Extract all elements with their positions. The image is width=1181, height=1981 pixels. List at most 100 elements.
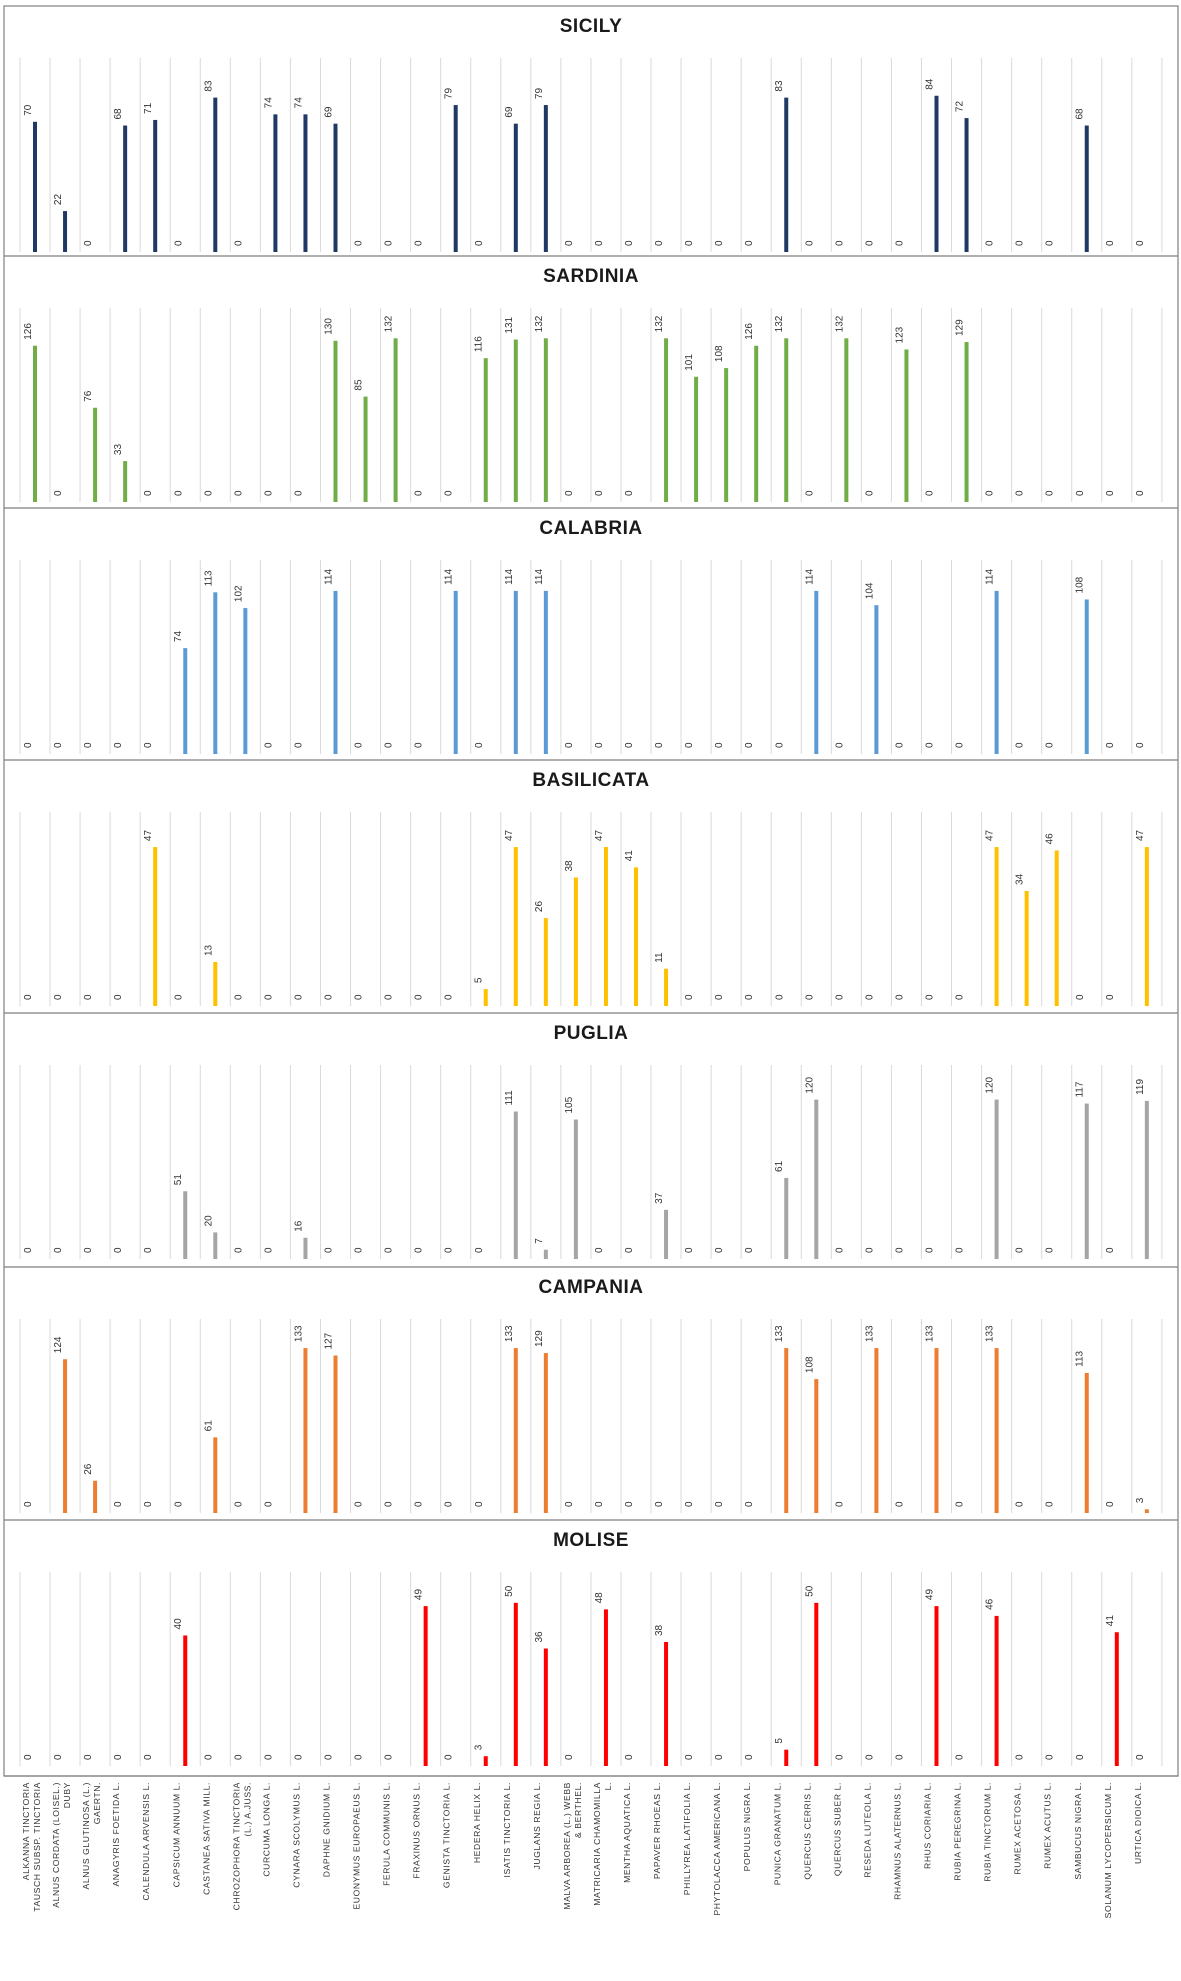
bar-molise-21 xyxy=(664,1642,669,1766)
bar-molise-15 xyxy=(483,1756,488,1766)
bar-sicily-25 xyxy=(784,97,789,253)
category-label-18-line2: & BERTHEL. xyxy=(573,1782,583,1838)
value-label-basilicata-27: 0 xyxy=(834,994,845,1000)
value-label-calabria-34: 0 xyxy=(1045,742,1056,748)
value-label-campania-35: 113 xyxy=(1075,1350,1086,1366)
category-label-4: CALENDULA ARVENSIS L. xyxy=(141,1782,151,1900)
category-label-19-line2: L. xyxy=(603,1782,613,1790)
value-label-molise-37: 0 xyxy=(1135,1754,1146,1760)
bar-basilicata-16 xyxy=(513,847,518,1006)
bar-campania-17 xyxy=(543,1353,548,1513)
category-label-6: CASTANEA SATIVA MILL. xyxy=(201,1782,211,1895)
value-label-calabria-36: 0 xyxy=(1105,742,1116,748)
value-label-sicily-29: 0 xyxy=(894,240,905,246)
value-label-molise-22: 0 xyxy=(684,1754,695,1760)
value-label-basilicata-37: 47 xyxy=(1135,829,1146,841)
value-label-sicily-5: 0 xyxy=(173,240,184,246)
value-label-calabria-11: 0 xyxy=(354,742,365,748)
value-label-sicily-4: 71 xyxy=(143,102,154,114)
bar-basilicata-19 xyxy=(603,847,608,1006)
value-label-sardinia-3: 33 xyxy=(113,444,124,456)
bar-campania-37 xyxy=(1144,1509,1149,1513)
bar-sardinia-12 xyxy=(393,338,398,502)
value-label-puglia-17: 7 xyxy=(534,1238,545,1244)
bar-puglia-37 xyxy=(1144,1100,1149,1259)
value-label-puglia-8: 0 xyxy=(263,1247,274,1253)
value-label-molise-13: 49 xyxy=(414,1589,425,1601)
bar-puglia-6 xyxy=(213,1232,218,1259)
category-label-22: PHILLYREA LATIFOLIA L. xyxy=(682,1782,692,1895)
value-label-campania-0: 0 xyxy=(23,1501,34,1507)
value-label-molise-2: 0 xyxy=(83,1754,94,1760)
value-label-sicily-27: 0 xyxy=(834,240,845,246)
value-label-puglia-12: 0 xyxy=(384,1247,395,1253)
value-label-sicily-37: 0 xyxy=(1135,240,1146,246)
bar-sardinia-24 xyxy=(754,345,759,502)
category-label-2: ALNUS GLUTINOSA (L.) xyxy=(81,1782,91,1890)
value-label-calabria-23: 0 xyxy=(714,742,725,748)
value-label-sardinia-21: 132 xyxy=(654,315,665,332)
value-label-campania-11: 0 xyxy=(354,1501,365,1507)
value-label-sardinia-14: 0 xyxy=(444,490,455,496)
value-label-sardinia-16: 131 xyxy=(504,316,515,333)
panel-title-basilicata: BASILICATA xyxy=(532,770,649,791)
value-label-sardinia-18: 0 xyxy=(564,490,575,496)
value-label-molise-31: 0 xyxy=(955,1754,966,1760)
value-label-campania-14: 0 xyxy=(444,1501,455,1507)
value-label-basilicata-23: 0 xyxy=(714,994,725,1000)
value-label-molise-15: 3 xyxy=(474,1744,485,1750)
value-label-campania-18: 0 xyxy=(564,1501,575,1507)
bar-sicily-9 xyxy=(303,114,308,252)
value-label-molise-27: 0 xyxy=(834,1754,845,1760)
value-label-calabria-7: 102 xyxy=(233,585,244,602)
value-label-sicily-26: 0 xyxy=(804,240,815,246)
value-label-puglia-3: 0 xyxy=(113,1247,124,1253)
bar-sardinia-11 xyxy=(363,396,368,502)
category-label-27: QUERCUS SUBER L. xyxy=(832,1782,842,1876)
category-label-13: FRAXINUS ORNUS L. xyxy=(412,1782,422,1879)
value-label-calabria-21: 0 xyxy=(654,742,665,748)
value-label-campania-8: 0 xyxy=(263,1501,274,1507)
bar-sardinia-16 xyxy=(513,339,518,502)
value-label-puglia-0: 0 xyxy=(23,1247,34,1253)
value-label-calabria-16: 114 xyxy=(504,569,515,585)
category-label-9: CYNARA SCOLYMUS L. xyxy=(291,1782,301,1888)
bar-basilicata-37 xyxy=(1144,847,1149,1006)
bar-sardinia-25 xyxy=(784,338,789,502)
value-label-molise-0: 0 xyxy=(23,1754,34,1760)
bar-molise-5 xyxy=(183,1635,188,1766)
value-label-molise-21: 38 xyxy=(654,1624,665,1636)
value-label-molise-34: 0 xyxy=(1045,1754,1056,1760)
value-label-calabria-31: 0 xyxy=(955,742,966,748)
value-label-sardinia-13: 0 xyxy=(414,490,425,496)
category-label-12: FERULA COMMUNIS L. xyxy=(382,1782,392,1886)
value-label-molise-3: 0 xyxy=(113,1754,124,1760)
category-label-30: RHUS CORIARIA L. xyxy=(923,1782,933,1869)
value-label-campania-24: 0 xyxy=(744,1501,755,1507)
value-label-sardinia-4: 0 xyxy=(143,490,154,496)
bar-sicily-6 xyxy=(213,97,218,253)
value-label-calabria-18: 0 xyxy=(564,742,575,748)
value-label-molise-25: 5 xyxy=(774,1738,785,1744)
value-label-campania-16: 133 xyxy=(504,1325,515,1342)
value-label-basilicata-3: 0 xyxy=(113,994,124,1000)
value-label-molise-26: 50 xyxy=(804,1585,815,1597)
value-label-campania-23: 0 xyxy=(714,1501,725,1507)
bar-calabria-16 xyxy=(513,590,518,754)
value-label-sardinia-30: 0 xyxy=(925,490,936,496)
value-label-calabria-17: 114 xyxy=(534,569,545,585)
bar-molise-32 xyxy=(994,1615,999,1766)
bar-campania-1 xyxy=(63,1359,68,1513)
value-label-sicily-3: 68 xyxy=(113,108,124,120)
category-label-1: ALNUS CORDATA (LOISEL.) xyxy=(51,1782,61,1908)
bar-molise-25 xyxy=(784,1749,789,1766)
value-label-sicily-31: 72 xyxy=(955,101,966,113)
value-label-campania-12: 0 xyxy=(384,1501,395,1507)
value-label-sicily-22: 0 xyxy=(684,240,695,246)
value-label-sardinia-31: 129 xyxy=(955,319,966,336)
value-label-sardinia-32: 0 xyxy=(985,490,996,496)
value-label-calabria-12: 0 xyxy=(384,742,395,748)
category-label-35: SAMBUCUS NIGRA L. xyxy=(1073,1782,1083,1880)
value-label-sardinia-19: 0 xyxy=(594,490,605,496)
